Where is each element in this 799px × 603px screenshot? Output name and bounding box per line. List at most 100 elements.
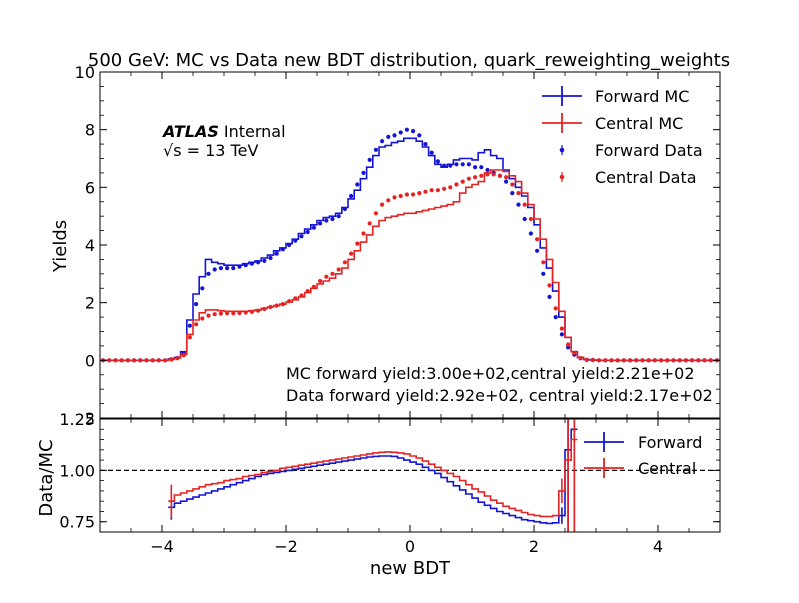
data-point-central-data — [311, 284, 316, 289]
data-point-central-data — [429, 188, 434, 193]
main-y-tick-label-bottom: 2 — [85, 409, 95, 428]
data-point-forward-data — [268, 255, 273, 261]
data-point-forward-data — [187, 323, 192, 328]
data-point-central-data — [212, 312, 217, 317]
atlas-label-line: ATLAS Internal — [161, 122, 286, 141]
data-point-central-data — [510, 182, 515, 187]
data-point-forward-data — [435, 159, 440, 164]
mc-yield-annotation: MC forward yield:3.00e+02,central yield:… — [286, 364, 695, 383]
data-point-central-data — [181, 353, 186, 358]
energy-label: √s = 13 TeV — [163, 141, 258, 160]
data-point-central-data — [547, 283, 552, 288]
data-point-forward-data — [336, 214, 341, 219]
data-point-central-data — [355, 241, 360, 246]
ratio-series-central-step — [168, 438, 578, 518]
data-point-forward-data — [423, 142, 428, 147]
main-y-tick-label: 8 — [85, 121, 95, 140]
data-point-central-data — [677, 358, 682, 363]
data-point-central-data — [615, 358, 620, 363]
data-point-central-data — [156, 358, 161, 363]
legend-label-central-data: Central Data — [595, 168, 697, 187]
data-point-central-data — [299, 293, 304, 298]
data-point-central-data — [448, 185, 453, 190]
data-point-central-data — [206, 313, 211, 318]
main-y-axis-label: Yields — [50, 220, 71, 273]
data-point-central-data — [665, 358, 670, 363]
legend-entry-central-ratio: Central — [584, 458, 696, 478]
data-point-central-data — [225, 311, 230, 316]
x-tick-label: −4 — [150, 537, 174, 556]
data-point-forward-data — [479, 165, 484, 170]
data-point-central-data — [144, 358, 149, 363]
main-y-tick-label: 4 — [85, 236, 95, 255]
legend-entry-forward-ratio: Forward — [584, 432, 702, 452]
data-point-forward-data — [318, 221, 323, 226]
data-point-forward-data — [287, 242, 292, 248]
data-point-central-data — [138, 358, 143, 363]
data-point-forward-data — [373, 147, 378, 152]
data-point-forward-data — [324, 218, 329, 223]
legend-label-forward-data: Forward Data — [595, 141, 703, 160]
data-point-forward-data — [522, 216, 527, 222]
main-y-tick-label: 0 — [85, 351, 95, 370]
x-tick-label: 4 — [653, 537, 663, 556]
data-point-central-data — [528, 216, 534, 222]
data-point-forward-data — [386, 134, 391, 139]
data-point-central-data — [702, 358, 707, 363]
data-point-central-data — [708, 358, 713, 363]
data-point-forward-data — [225, 266, 230, 271]
x-tick-label: 2 — [529, 537, 539, 556]
legend-entry-central-data: Central Data — [559, 168, 697, 187]
ratio-series-forward-step — [168, 428, 578, 525]
data-point-central-data — [380, 202, 385, 207]
data-point-central-data — [646, 358, 651, 363]
data-point-forward-data — [200, 286, 205, 291]
data-point-central-data — [305, 289, 310, 294]
data-point-central-data — [491, 172, 496, 177]
data-point-forward-data — [280, 247, 285, 252]
data-point-forward-data — [293, 238, 298, 243]
data-point-forward-data — [411, 129, 416, 134]
data-point-central-data — [367, 221, 372, 226]
data-point-central-data — [169, 357, 174, 362]
data-point-central-data — [200, 316, 205, 321]
data-point-central-data — [218, 311, 223, 316]
data-point-forward-data — [349, 193, 354, 199]
legend-entry-forward-data: Forward Data — [559, 141, 703, 160]
main-plot-area — [100, 127, 720, 363]
data-point-forward-data — [553, 315, 558, 320]
legend-label-forward-mc: Forward MC — [595, 87, 689, 106]
data-point-forward-data — [218, 266, 223, 271]
data-point-forward-data — [547, 294, 552, 299]
data-point-forward-data — [299, 234, 304, 239]
data-point-forward-data — [274, 251, 279, 256]
data-point-forward-data — [398, 130, 403, 135]
data-point-central-data — [411, 192, 416, 197]
data-point-forward-data — [231, 266, 236, 271]
data-point-forward-data — [392, 133, 397, 138]
data-point-forward-data — [429, 150, 434, 155]
ratio-y-tick-label: 1.25 — [59, 410, 95, 429]
ratio-y-tick-label: 0.75 — [59, 513, 95, 532]
data-point-central-data — [373, 211, 378, 216]
data-point-forward-data — [535, 248, 540, 253]
data-point-central-data — [497, 173, 502, 178]
data-point-central-data — [231, 311, 236, 316]
data-point-forward-data — [256, 260, 261, 265]
data-point-forward-data — [528, 231, 534, 236]
data-point-central-data — [572, 351, 577, 356]
data-point-central-data — [683, 358, 689, 363]
data-point-forward-data — [485, 167, 490, 173]
main-y-tick-label: 2 — [85, 294, 95, 313]
data-point-forward-data — [466, 162, 471, 167]
data-point-forward-data — [448, 163, 453, 168]
data-point-central-data — [113, 358, 118, 363]
data-point-forward-data — [566, 345, 571, 350]
data-point-forward-data — [541, 271, 546, 276]
main-plot-frame — [99, 71, 721, 419]
data-point-central-data — [237, 310, 242, 316]
data-point-central-data — [578, 355, 583, 361]
data-point-central-data — [287, 299, 292, 304]
data-point-central-data — [603, 358, 608, 363]
